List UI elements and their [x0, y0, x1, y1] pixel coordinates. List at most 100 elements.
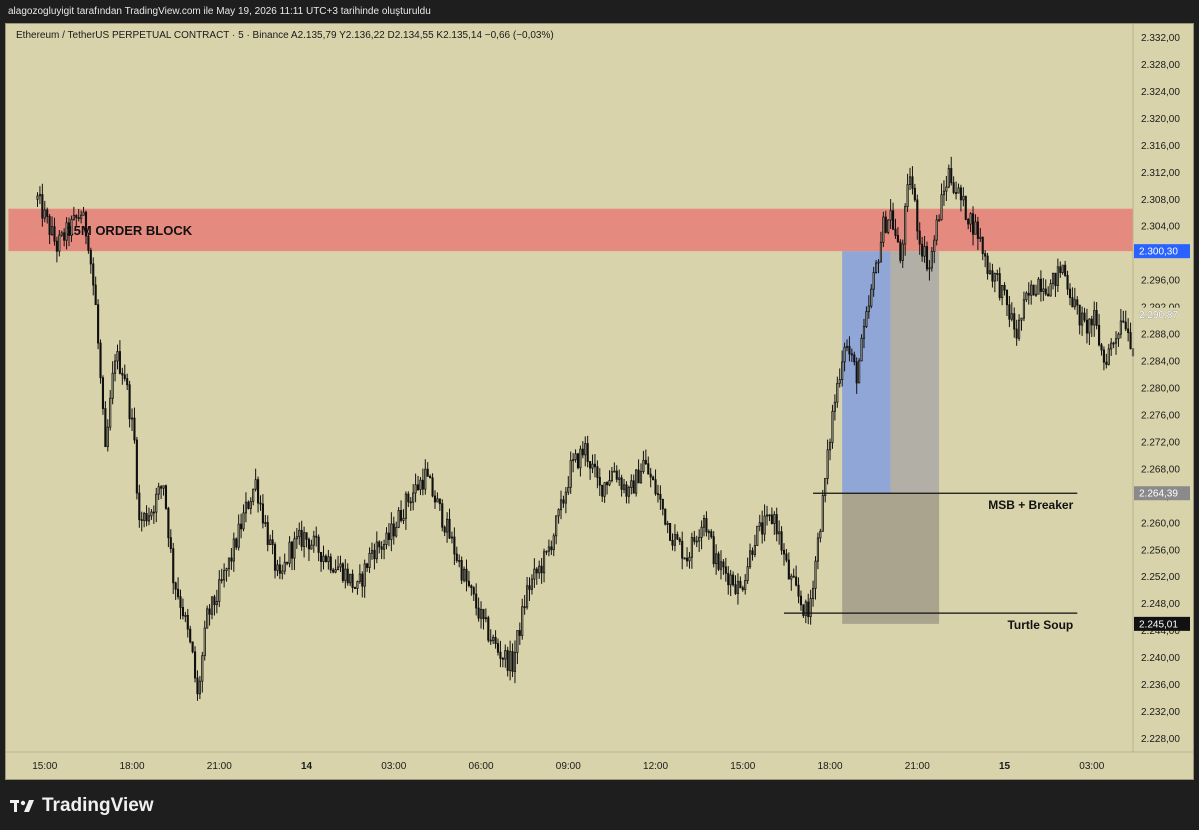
candle-body: [1114, 338, 1118, 344]
candle-body: [601, 484, 604, 497]
x-tick-label: 15: [999, 761, 1011, 772]
price-tag-bg: [1134, 244, 1190, 259]
candle-body: [564, 491, 567, 504]
x-tick-label: 15:00: [730, 761, 755, 772]
candle-body: [167, 507, 170, 539]
y-tick-label: 2.276,00: [1141, 410, 1180, 421]
candle-body: [826, 449, 829, 479]
symbol-legend[interactable]: Ethereum / TetherUS PERPETUAL CONTRACT ·…: [16, 30, 554, 41]
candle-body: [761, 522, 764, 535]
candle-body: [887, 219, 890, 233]
candle-body: [1034, 293, 1038, 296]
candle-body: [722, 561, 725, 568]
candle-body: [1003, 284, 1006, 291]
candle-body: [702, 518, 706, 528]
candle-body: [620, 477, 623, 490]
price-tag-bg: [1134, 307, 1190, 322]
candle-body: [392, 523, 395, 537]
candle-body: [1064, 264, 1067, 276]
candle-body: [310, 544, 313, 550]
candle-body: [147, 515, 151, 522]
candle-body: [380, 546, 383, 550]
candle-body: [1032, 284, 1035, 296]
chart-area[interactable]: 15M ORDER BLOCK MSB + Breaker Turtle Soup 2…: [5, 23, 1194, 780]
candle-body: [1076, 299, 1079, 306]
candle-body: [896, 234, 899, 243]
candle-body: [375, 541, 378, 560]
candle-body: [666, 523, 669, 525]
candle-body: [443, 526, 446, 533]
candle-body: [276, 564, 279, 571]
candle-body: [1051, 272, 1055, 285]
candle-body: [814, 560, 817, 589]
candle-body: [913, 187, 916, 201]
candle-body: [673, 534, 676, 546]
candle-body: [368, 552, 371, 568]
candle-body: [1020, 317, 1023, 321]
candle-body: [906, 184, 909, 208]
candle-body: [812, 588, 815, 599]
y-tick-label: 2.228,00: [1141, 734, 1180, 745]
candle-body: [446, 518, 449, 533]
candle-body: [819, 530, 822, 539]
candlestick-chart[interactable]: 15M ORDER BLOCK MSB + Breaker Turtle Soup 2…: [6, 24, 1193, 779]
candle-body: [290, 541, 294, 559]
candle-body: [521, 606, 524, 636]
candle-body: [947, 168, 950, 188]
candle-body: [123, 374, 126, 380]
candle-body: [736, 580, 740, 594]
footer-bar: TradingView: [0, 780, 1199, 830]
candle-body: [477, 607, 480, 619]
candle-body: [346, 568, 349, 584]
candle-body: [974, 221, 977, 235]
candle-body: [1093, 310, 1096, 326]
candle-body: [104, 408, 107, 448]
y-tick-label: 2.284,00: [1141, 357, 1180, 368]
candle-body: [92, 263, 95, 286]
candle-body: [179, 596, 182, 608]
candle-body: [191, 641, 194, 653]
candle-body: [467, 580, 470, 587]
y-tick-label: 2.288,00: [1141, 330, 1180, 341]
candle-body: [693, 537, 696, 542]
candle-body: [889, 210, 892, 221]
x-tick-label: 12:00: [643, 761, 668, 772]
candle-body: [858, 360, 861, 384]
candle-body: [945, 186, 948, 192]
candle-body: [206, 608, 209, 629]
candle-body: [833, 401, 836, 412]
candle-body: [227, 557, 231, 570]
candle-body: [899, 241, 902, 261]
candle-body: [625, 484, 628, 497]
candle-body: [465, 568, 468, 582]
candle-body: [336, 566, 340, 571]
candle-body: [552, 535, 555, 551]
candle-body: [269, 539, 272, 545]
candle-body: [496, 643, 500, 653]
candle-body: [109, 397, 112, 428]
candle-body: [719, 561, 723, 570]
candle-body: [894, 228, 897, 236]
candle-body: [935, 219, 938, 241]
candle-body: [157, 486, 160, 495]
price-tag-label: 2.264,39: [1139, 489, 1178, 500]
y-tick-label: 2.260,00: [1141, 518, 1180, 529]
candle-body: [998, 273, 1001, 298]
candle-body: [950, 168, 953, 184]
candle-body: [358, 573, 361, 582]
candle-body: [203, 627, 206, 657]
candle-body: [407, 493, 410, 503]
candle-body: [438, 498, 441, 505]
y-tick-label: 2.332,00: [1141, 33, 1180, 44]
candle-body: [162, 485, 165, 489]
candle-body: [46, 209, 49, 217]
candle-body: [930, 251, 933, 269]
candle-body: [53, 226, 56, 242]
y-tick-label: 2.272,00: [1141, 437, 1180, 448]
x-tick-label: 06:00: [469, 761, 494, 772]
candle-body: [223, 570, 226, 581]
candle-body: [918, 230, 921, 245]
candle-body: [669, 523, 672, 541]
candle-body: [164, 485, 168, 509]
candle-body: [996, 273, 999, 275]
